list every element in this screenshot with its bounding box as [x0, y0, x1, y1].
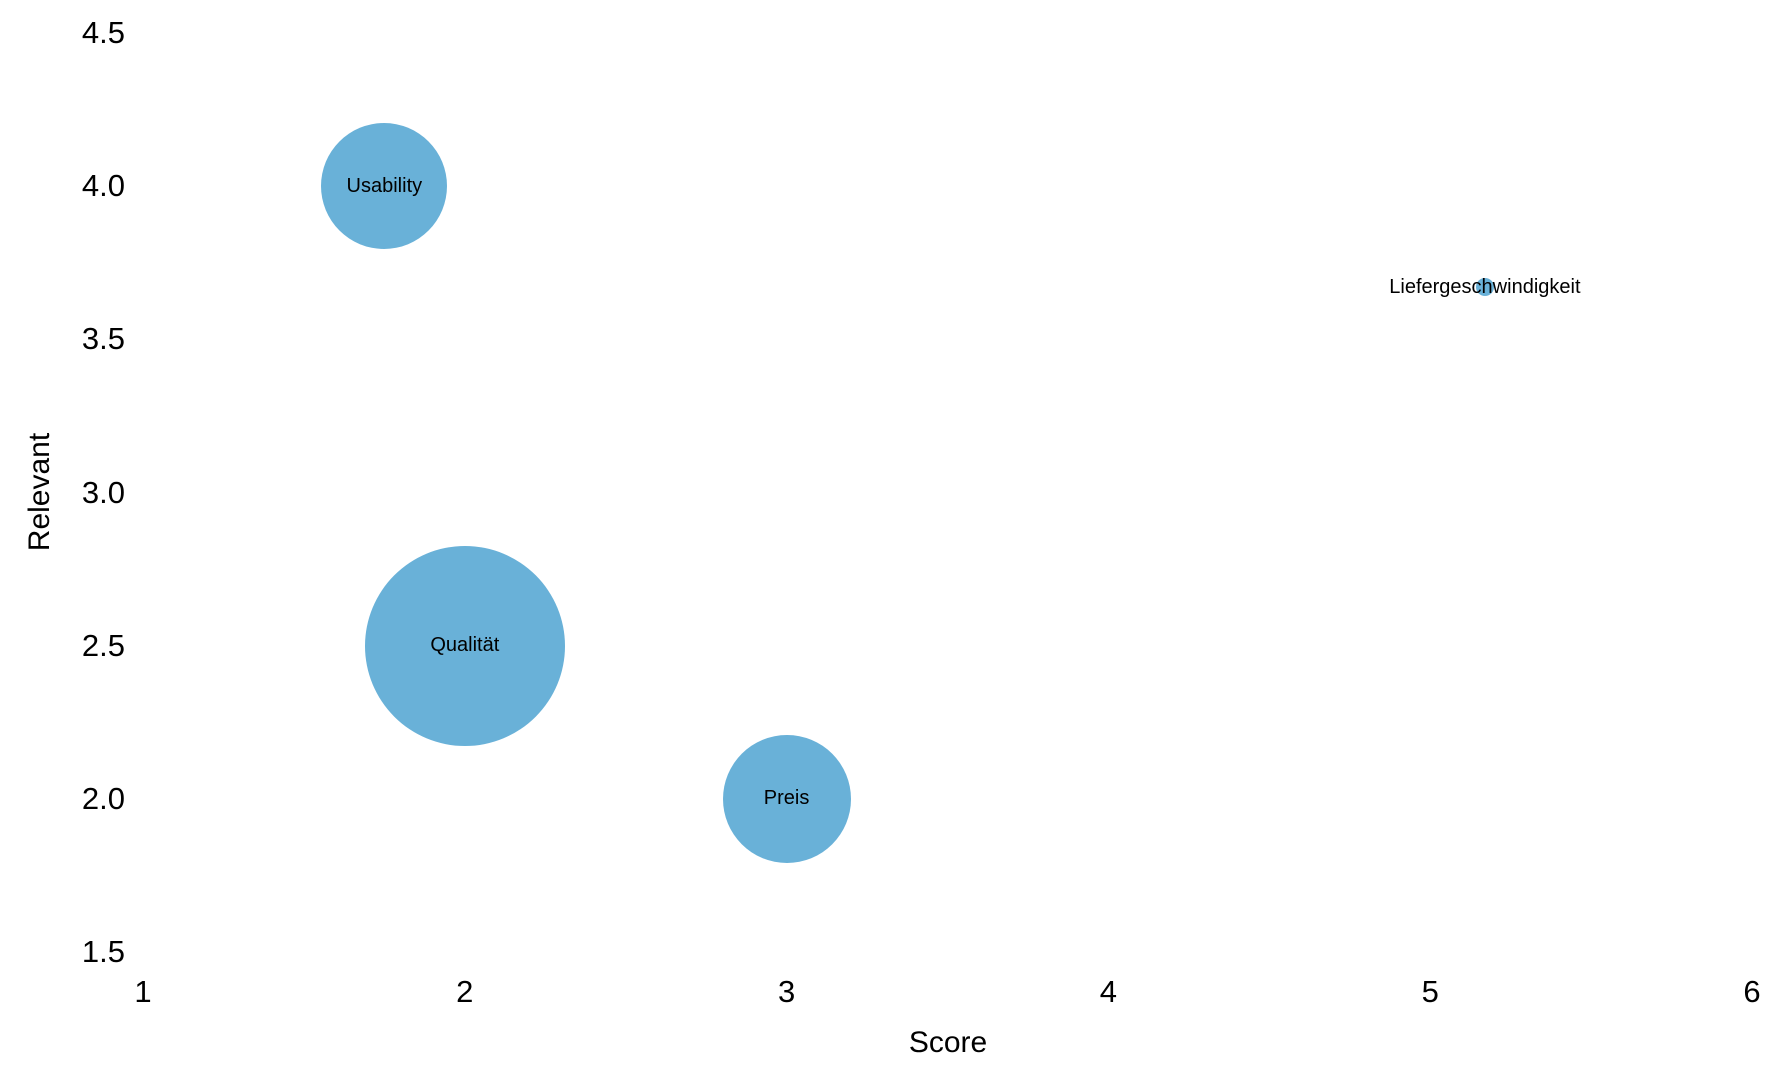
x-tick-label: 1: [134, 974, 152, 1009]
x-tick-label: 4: [1099, 974, 1118, 1009]
y-tick-label: 2.0: [81, 780, 125, 816]
y-tick-label: 1.5: [81, 934, 125, 969]
x-tick-label: 3: [777, 974, 796, 1009]
x-tick-label: 5: [1421, 974, 1439, 1009]
y-tick-label: 4.5: [81, 15, 125, 50]
bubble: Qualität: [364, 545, 565, 746]
y-tick-label: 4.0: [81, 168, 125, 204]
bubble-label: Preis: [763, 787, 810, 810]
bubble-label: Liefergeschwindigkeit: [1389, 275, 1581, 298]
bubble: Preis: [722, 734, 851, 863]
bubble-label: Usability: [346, 174, 423, 197]
x-axis-title: Score: [908, 1026, 988, 1059]
bubble: Usability: [321, 123, 448, 250]
bubble: Liefergeschwindigkeit: [1389, 276, 1580, 298]
y-tick-label: 2.5: [81, 627, 125, 663]
x-tick-label: 2: [456, 974, 474, 1009]
bubble-label: Qualität: [430, 634, 500, 657]
y-tick-label: 3.5: [81, 321, 125, 357]
y-tick-label: 3.0: [81, 474, 125, 510]
x-tick-label: 6: [1743, 974, 1761, 1009]
